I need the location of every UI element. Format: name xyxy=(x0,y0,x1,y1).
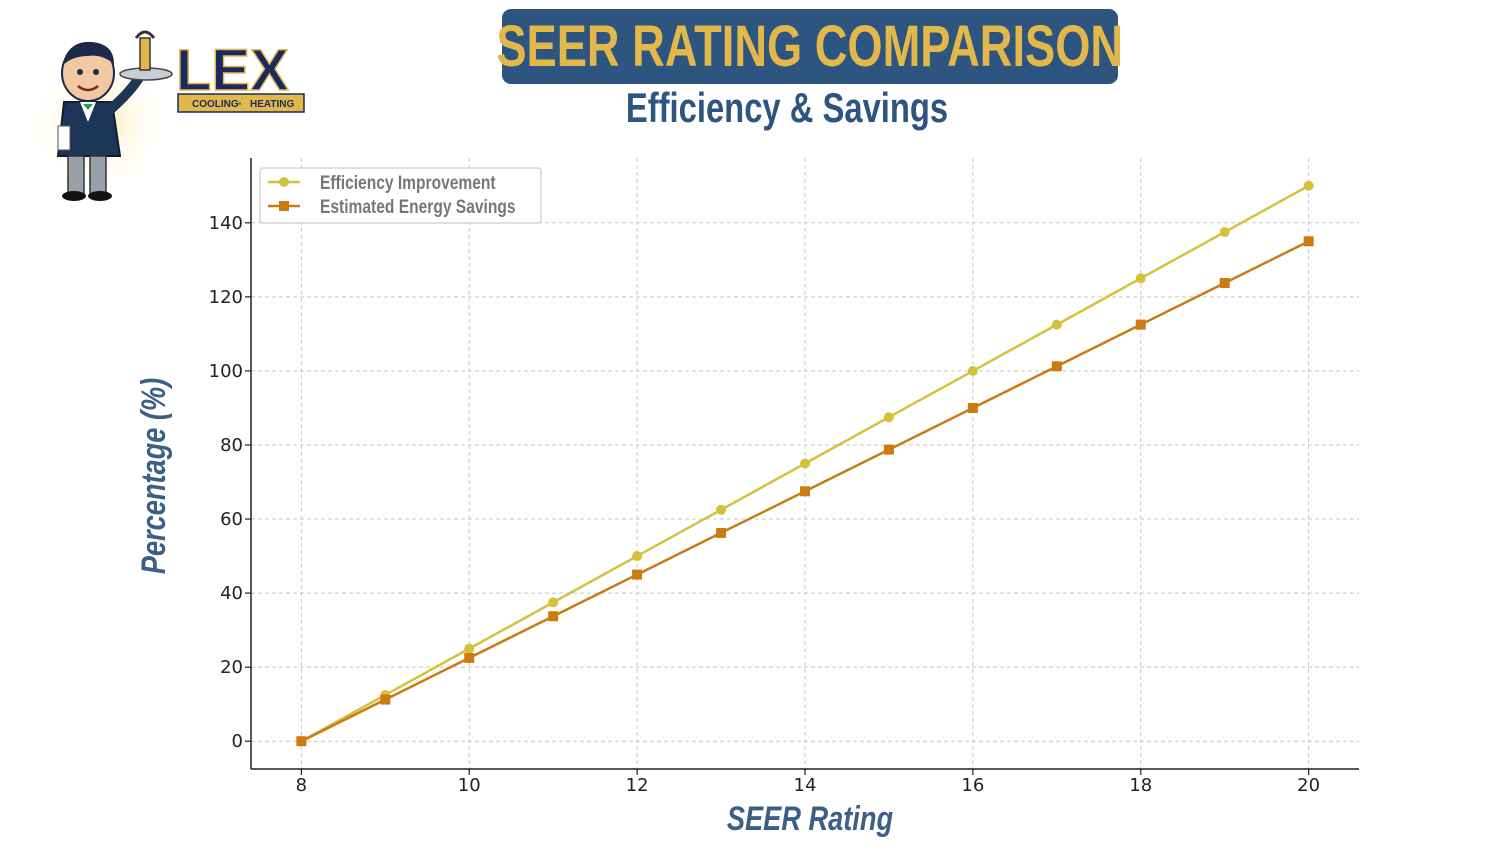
legend-label: Estimated Energy Savings xyxy=(320,196,516,218)
data-point xyxy=(967,365,978,376)
data-point xyxy=(380,694,391,705)
data-point xyxy=(632,569,643,580)
data-point xyxy=(800,486,810,497)
company-logo: LEX COOLING • HEATING xyxy=(28,30,305,201)
data-point xyxy=(464,652,475,663)
legend-box xyxy=(259,167,542,224)
axes: 8 10 12 14 16 18 20 0 20 40 60 80 100 120 140 xyxy=(209,158,1359,796)
logo-tagline-separator: • xyxy=(238,99,242,110)
y-tick-label: 80 xyxy=(220,435,243,456)
y-tick-label: 120 xyxy=(209,287,243,308)
y-tick-label: 20 xyxy=(220,657,243,678)
x-tick-label: 18 xyxy=(1129,775,1152,796)
legend-swatch-marker xyxy=(279,177,289,187)
data-point xyxy=(967,402,978,413)
logo-tagline-cooling: COOLING xyxy=(192,99,239,110)
data-point xyxy=(464,643,475,654)
data-point xyxy=(1219,227,1230,238)
y-tick-label: 0 xyxy=(232,731,243,752)
data-point xyxy=(800,458,810,469)
y-tick-label: 40 xyxy=(220,583,243,604)
x-tick-label: 10 xyxy=(458,775,481,796)
data-point xyxy=(296,736,307,747)
x-tick-label: 20 xyxy=(1297,775,1320,796)
series-layer xyxy=(296,180,1314,747)
data-point xyxy=(883,412,894,423)
legend-label: Efficiency Improvement xyxy=(320,172,496,194)
data-point xyxy=(1219,277,1230,288)
data-point xyxy=(1303,180,1314,191)
series-0 xyxy=(296,180,1314,747)
data-point xyxy=(632,551,643,562)
y-axis-label: Percentage (%) xyxy=(134,378,173,574)
data-point xyxy=(1135,319,1146,330)
series-1 xyxy=(296,236,1314,747)
x-tick-label: 12 xyxy=(626,775,649,796)
data-point xyxy=(548,611,559,622)
x-tick-label: 8 xyxy=(296,775,307,796)
data-point xyxy=(1303,236,1314,247)
x-axis-label: SEER Rating xyxy=(727,799,893,838)
mascot-icon xyxy=(56,30,173,201)
y-tick-label: 100 xyxy=(209,361,243,382)
logo-tagline-heating: HEATING xyxy=(250,99,294,110)
logo-tagline-bar xyxy=(177,93,305,113)
data-point xyxy=(716,527,727,538)
data-point xyxy=(1051,319,1062,330)
data-point xyxy=(548,597,559,608)
x-tick-label: 14 xyxy=(794,775,817,796)
data-point xyxy=(716,504,727,515)
x-tick-label: 16 xyxy=(961,775,984,796)
data-point xyxy=(883,444,894,455)
y-tick-label: 140 xyxy=(209,213,243,234)
logo-brand-text: LEX xyxy=(176,38,289,103)
legend-swatch-marker xyxy=(279,201,289,211)
title-banner: SEER RATING COMPARISON xyxy=(497,9,1123,84)
chart-title: SEER RATING COMPARISON xyxy=(496,14,1124,79)
data-point xyxy=(1135,273,1146,284)
y-tick-label: 60 xyxy=(220,509,243,530)
data-point xyxy=(1051,361,1062,372)
chart-subtitle: Efficiency & Savings xyxy=(625,84,949,131)
